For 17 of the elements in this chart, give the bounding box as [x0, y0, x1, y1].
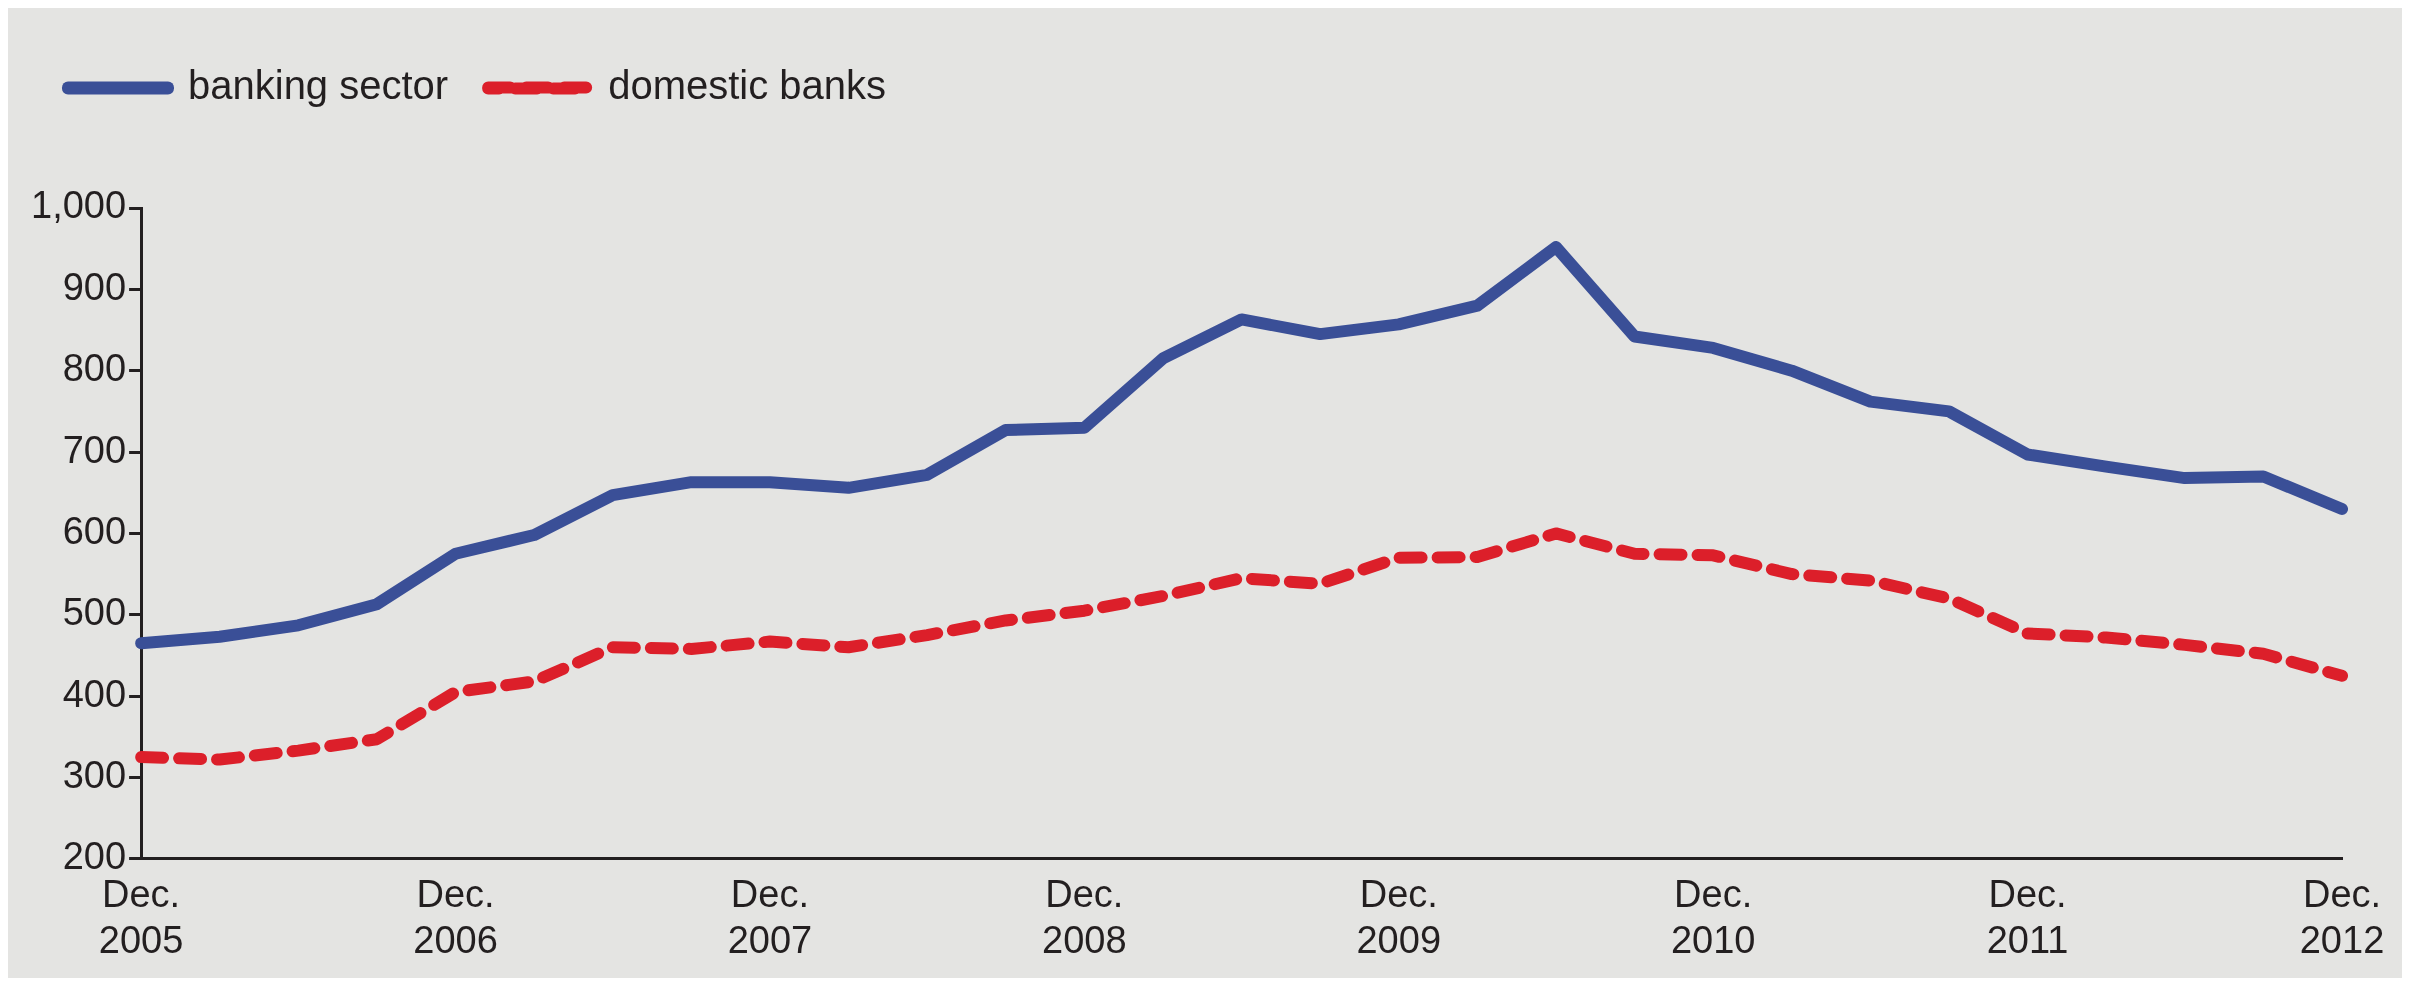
x-tick-label: Dec. 2009: [1356, 873, 1442, 961]
x-tick-label: Dec. 2011: [1986, 873, 2069, 961]
x-tick-label: Dec. 2008: [1042, 873, 1127, 961]
y-tick-label: 1,000: [31, 184, 127, 227]
x-tick-label: Dec. 2010: [1670, 873, 1756, 961]
y-tick-label: 400: [62, 672, 127, 715]
y-tick-label: 300: [62, 753, 127, 796]
x-tick-label: Dec. 2007: [727, 873, 813, 961]
y-tick-label: 700: [62, 428, 127, 471]
x-tick-label: Dec. 2006: [413, 873, 498, 961]
y-tick-label: 800: [62, 347, 127, 390]
x-tick-label: Dec. 2012: [2299, 873, 2385, 961]
y-tick-label: 900: [62, 265, 127, 308]
legend-label: domestic banks: [608, 63, 887, 108]
y-tick-label: 500: [62, 591, 127, 634]
legend-label: banking sector: [188, 63, 449, 108]
y-tick-label: 600: [62, 509, 127, 552]
